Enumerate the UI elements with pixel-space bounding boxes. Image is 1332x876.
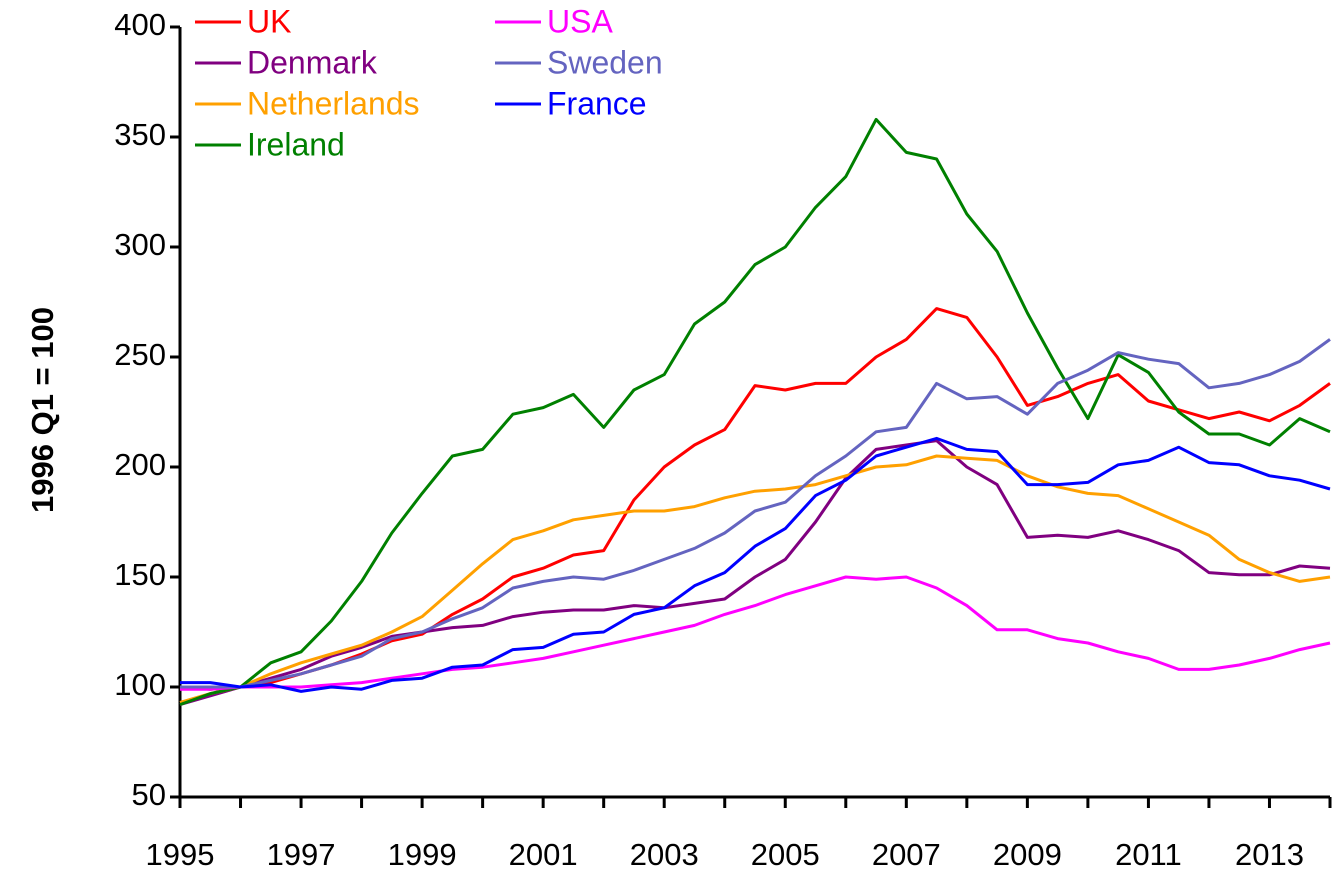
series-line: [180, 436, 1331, 693]
legend-label: France: [547, 85, 647, 121]
x-tick-label: 1997: [267, 837, 336, 872]
x-tick-label: 2005: [751, 837, 820, 872]
legend-label: UK: [247, 3, 291, 39]
x-tick-label: 2011: [1115, 837, 1182, 872]
y-tick-label: 350: [114, 117, 166, 152]
series-line: [179, 117, 1331, 707]
y-tick-label: 400: [114, 7, 166, 42]
x-tick-label: 2001: [509, 837, 578, 872]
legend-label: Netherlands: [247, 85, 420, 121]
x-tick-label: 2009: [993, 837, 1062, 872]
x-tick-label: 1999: [388, 837, 457, 872]
x-tick-label: 1995: [146, 837, 215, 872]
legend-label: Denmark: [247, 44, 378, 80]
x-tick-label: 2003: [630, 837, 699, 872]
y-tick-label: 100: [114, 667, 166, 702]
y-tick-label: 250: [114, 337, 166, 372]
y-tick-label: 50: [132, 777, 166, 812]
legend-label: Sweden: [547, 44, 663, 80]
legend-label: Ireland: [247, 126, 345, 162]
y-axis-label: 1996 Q1 = 100: [25, 307, 60, 513]
y-tick-label: 150: [114, 557, 166, 592]
legend-label: USA: [547, 3, 613, 39]
x-tick-label: 2013: [1235, 837, 1304, 872]
series-line: [180, 575, 1331, 691]
x-tick-label: 2007: [872, 837, 941, 872]
series-line: [179, 454, 1331, 704]
y-tick-label: 300: [114, 227, 166, 262]
series-line: [179, 439, 1331, 707]
series-line: [180, 338, 1331, 689]
y-tick-label: 200: [114, 447, 166, 482]
series-line: [179, 307, 1331, 691]
